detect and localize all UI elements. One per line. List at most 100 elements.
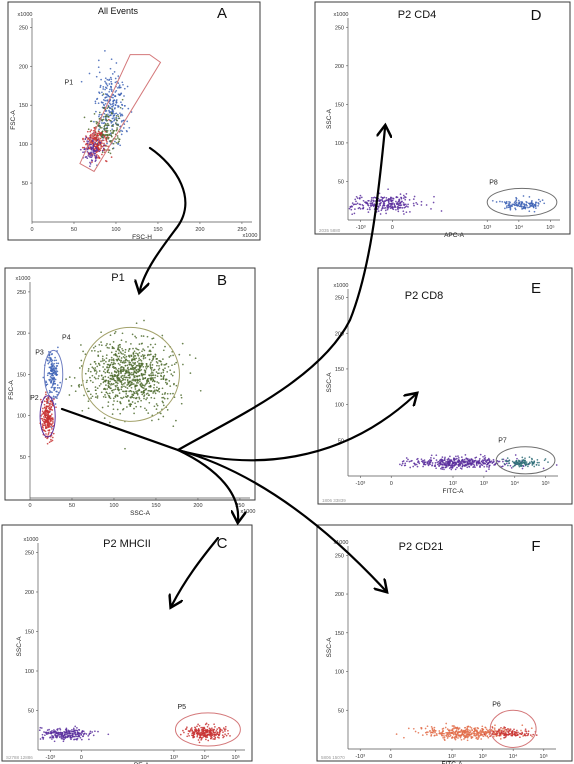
data-point: [114, 388, 117, 391]
data-point: [466, 731, 469, 734]
data-point: [509, 464, 512, 467]
data-point: [90, 129, 93, 131]
data-point: [80, 384, 83, 386]
data-point: [400, 464, 403, 467]
data-point: [60, 736, 63, 739]
data-point: [140, 374, 143, 376]
gate-p4: [81, 326, 180, 422]
y-tick-label: 50: [22, 181, 28, 187]
data-point: [83, 148, 86, 151]
data-point: [472, 463, 475, 465]
data-point: [528, 461, 531, 464]
data-point: [50, 417, 52, 419]
data-point: [504, 736, 506, 739]
data-point: [130, 396, 132, 399]
data-point: [416, 465, 419, 468]
data-point: [494, 730, 497, 732]
data-point: [486, 465, 488, 468]
data-point: [505, 730, 507, 733]
data-point: [41, 413, 43, 416]
data-point: [436, 734, 438, 737]
data-point: [511, 203, 514, 206]
data-point: [49, 379, 51, 382]
data-point: [164, 363, 167, 366]
data-point: [144, 357, 147, 359]
data-point: [532, 733, 535, 736]
data-point: [468, 731, 470, 734]
data-point: [43, 429, 45, 432]
data-point: [153, 390, 156, 393]
data-point: [481, 725, 484, 728]
data-point: [443, 468, 445, 471]
gate-label: P1: [65, 80, 74, 87]
data-point: [108, 83, 111, 85]
x-tick-label: 10³: [480, 481, 488, 487]
data-point: [439, 460, 442, 463]
data-point: [102, 99, 105, 101]
panel-letter: A: [217, 5, 227, 22]
data-point: [498, 734, 501, 737]
data-point: [134, 374, 136, 377]
data-point: [50, 419, 53, 421]
data-point: [521, 460, 524, 463]
data-point: [51, 736, 53, 738]
data-point: [124, 382, 126, 384]
data-point: [109, 397, 112, 400]
data-point: [157, 389, 159, 392]
data-point: [518, 201, 521, 204]
data-point: [216, 732, 219, 734]
data-point: [132, 378, 135, 381]
x-tick-label: 100: [111, 227, 120, 233]
data-point: [513, 462, 516, 465]
data-point: [482, 455, 484, 458]
data-point: [89, 376, 91, 379]
data-point: [450, 468, 453, 471]
data-point: [100, 374, 103, 377]
data-point: [535, 207, 537, 209]
data-point: [109, 378, 112, 380]
data-point: [507, 734, 510, 736]
data-point: [410, 460, 412, 462]
data-point: [112, 382, 115, 385]
data-point: [154, 376, 156, 379]
data-point: [75, 735, 78, 738]
data-point: [384, 209, 387, 212]
data-point: [153, 384, 156, 386]
data-point: [434, 462, 437, 464]
data-point: [42, 376, 45, 379]
data-point: [196, 734, 199, 737]
data-point: [513, 201, 516, 204]
data-point: [82, 735, 84, 737]
data-point: [192, 736, 195, 738]
data-point: [103, 135, 106, 138]
data-point: [96, 365, 99, 368]
data-point: [188, 734, 190, 737]
data-point: [101, 94, 104, 97]
data-point: [484, 462, 487, 465]
data-point: [53, 729, 55, 731]
data-point: [465, 457, 468, 460]
data-point: [134, 363, 136, 365]
data-point: [98, 156, 101, 159]
data-point: [91, 350, 93, 352]
data-point: [430, 454, 433, 457]
data-point: [527, 732, 530, 735]
data-point: [122, 127, 125, 129]
data-point: [110, 351, 113, 354]
data-point: [504, 732, 507, 734]
data-point: [121, 386, 123, 388]
data-point: [122, 370, 125, 372]
data-point: [126, 359, 129, 362]
data-point: [135, 390, 137, 393]
data-point: [98, 111, 101, 114]
data-point: [115, 101, 118, 104]
data-point: [384, 207, 387, 209]
data-point: [164, 345, 166, 348]
data-point: [117, 362, 120, 365]
data-point: [112, 110, 115, 112]
data-point: [112, 365, 115, 368]
data-point: [99, 137, 102, 140]
data-point: [92, 381, 94, 384]
data-point: [110, 88, 113, 91]
data-point: [101, 358, 104, 360]
